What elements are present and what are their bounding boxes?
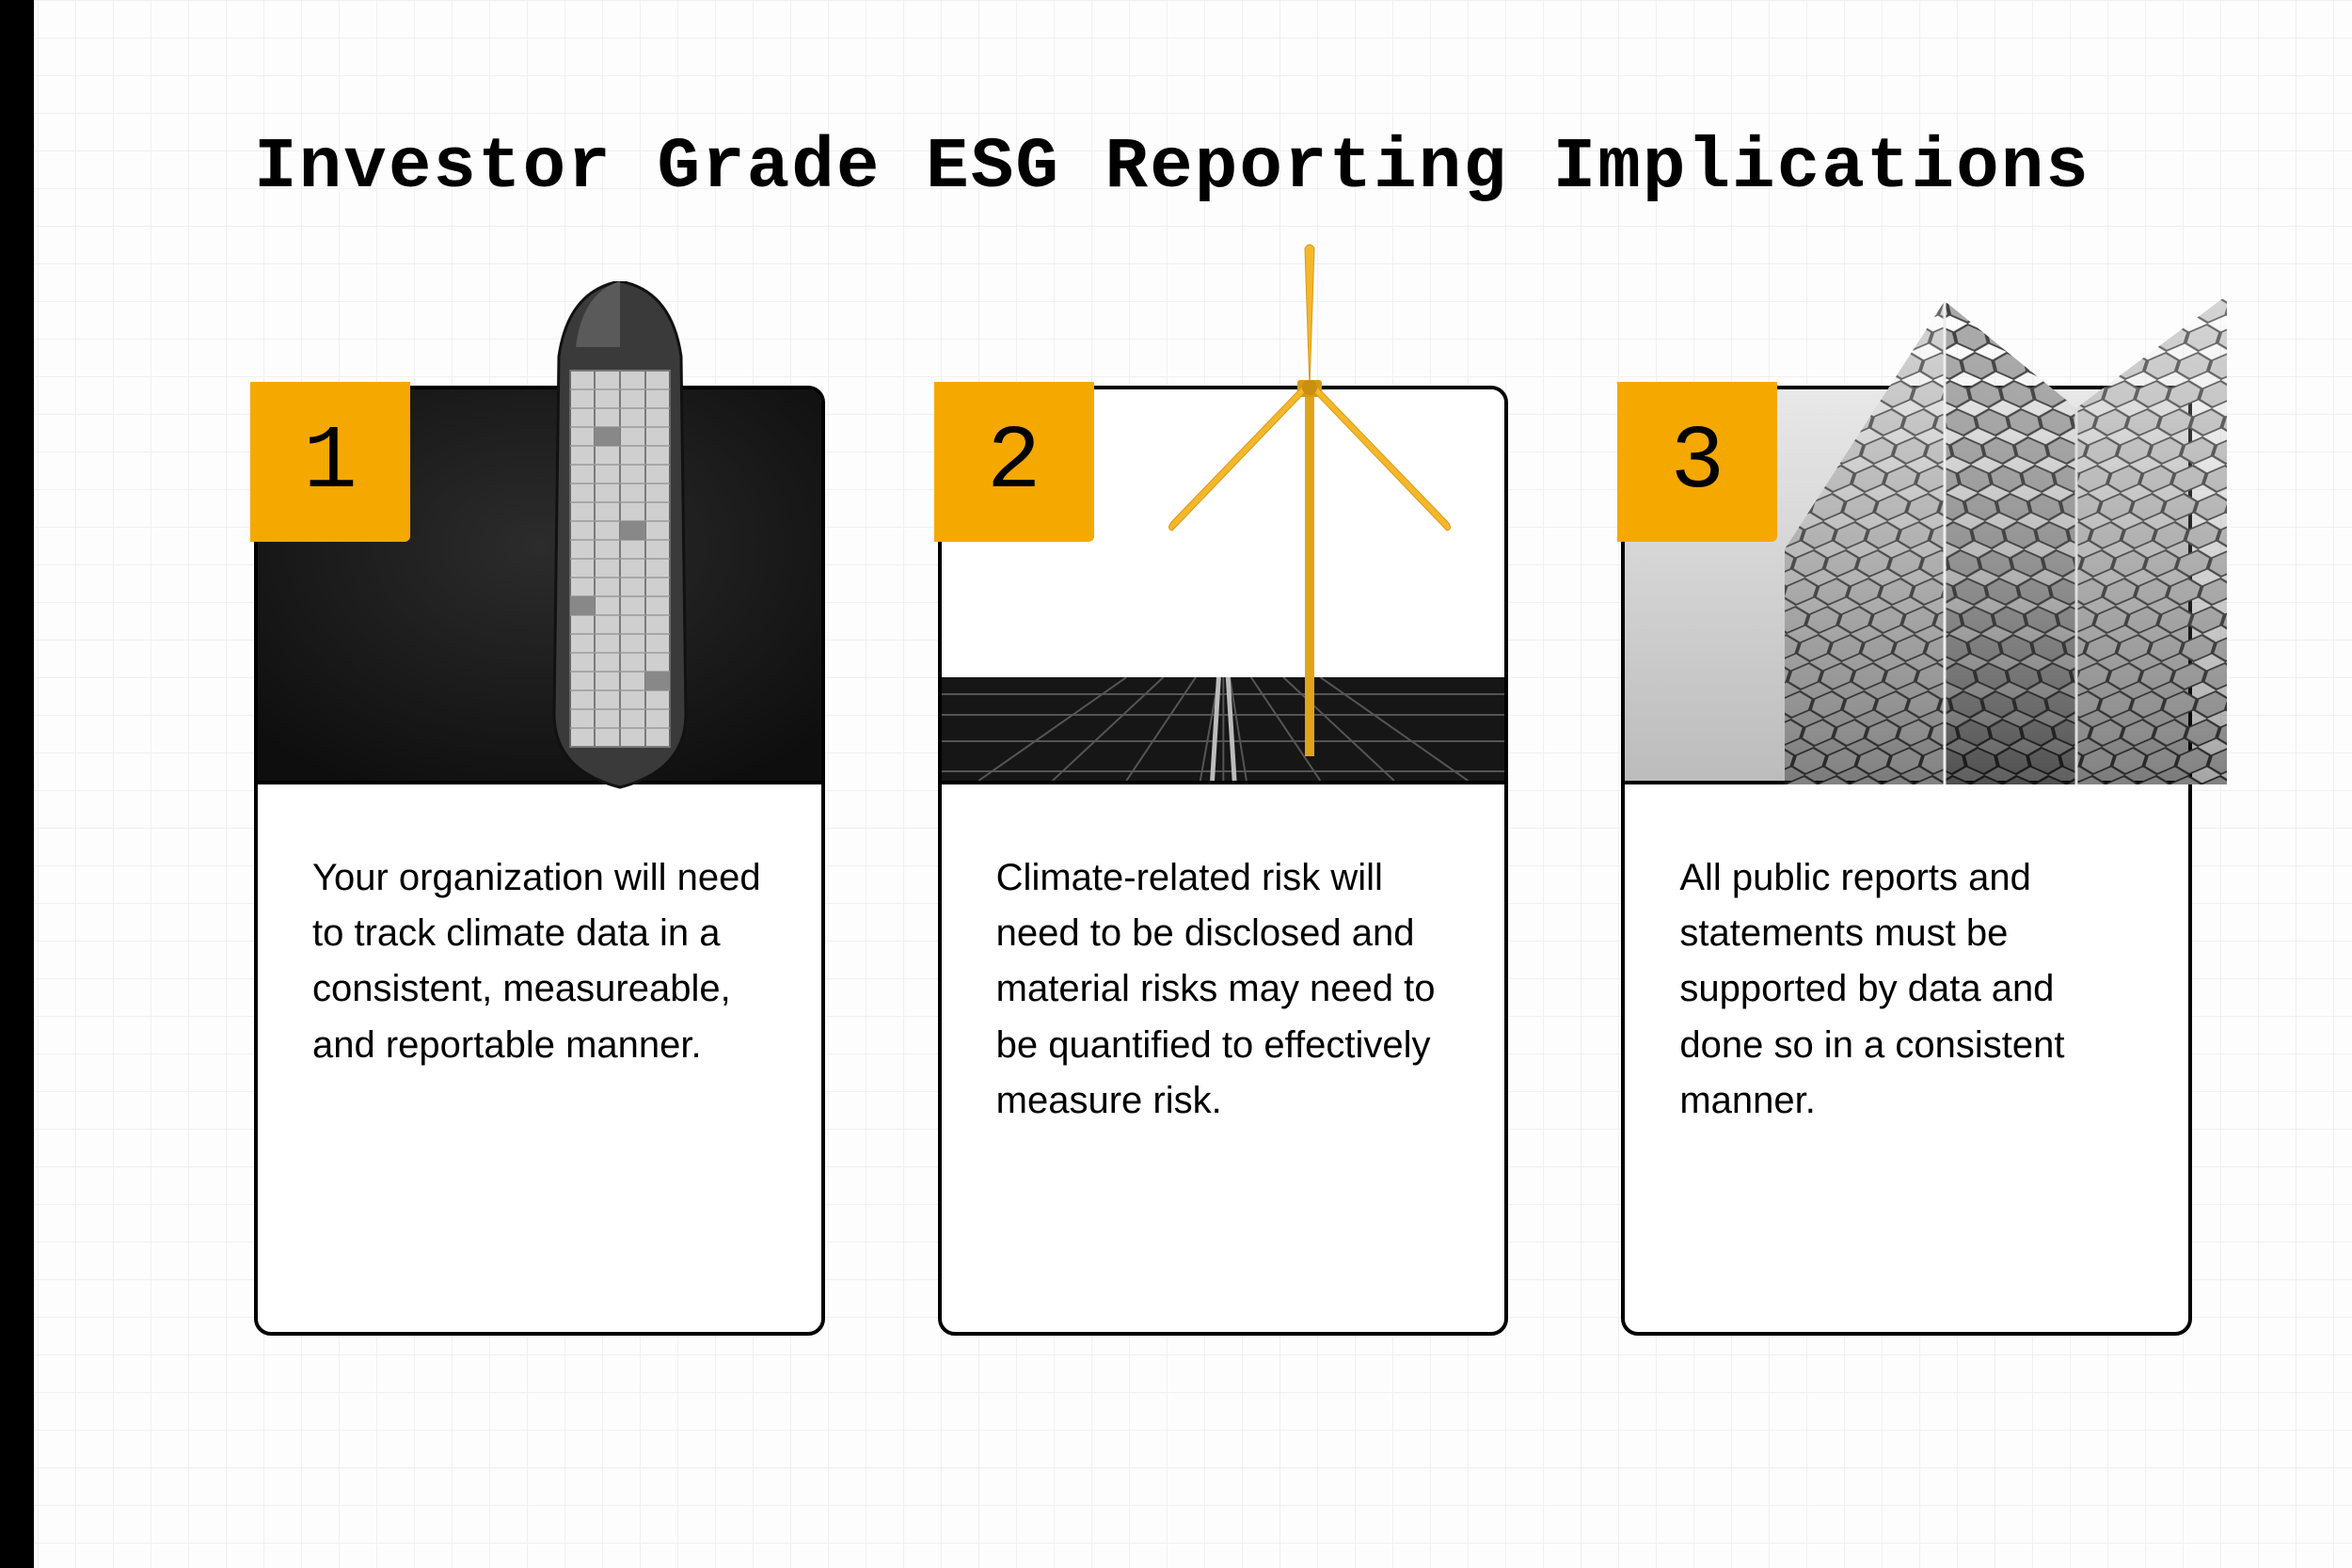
card-3: 3 bbox=[1621, 386, 2192, 1336]
page-title: Investor Grade ESG Reporting Implication… bbox=[254, 127, 2090, 208]
card-1-number: 1 bbox=[303, 411, 358, 514]
card-2-text: Climate-related risk will need to be dis… bbox=[996, 850, 1451, 1129]
card-1-number-badge: 1 bbox=[250, 382, 410, 542]
card-1-body: Your organization will need to track cli… bbox=[258, 784, 821, 1111]
card-1-text: Your organization will need to track cli… bbox=[312, 850, 767, 1073]
solar-panel-icon bbox=[942, 677, 1505, 781]
left-accent-stripe bbox=[0, 0, 34, 1568]
card-1: 1 bbox=[254, 386, 825, 1336]
card-3-text: All public reports and statements must b… bbox=[1679, 850, 2134, 1129]
card-2: 2 bbox=[938, 386, 1509, 1336]
card-2-number-badge: 2 bbox=[934, 382, 1094, 542]
card-2-body: Climate-related risk will need to be dis… bbox=[942, 784, 1505, 1166]
card-3-number: 3 bbox=[1671, 411, 1725, 514]
card-3-body: All public reports and statements must b… bbox=[1625, 784, 2188, 1166]
card-2-number: 2 bbox=[987, 411, 1041, 514]
card-3-number-badge: 3 bbox=[1617, 382, 1777, 542]
card-row: 1 bbox=[254, 386, 2192, 1336]
